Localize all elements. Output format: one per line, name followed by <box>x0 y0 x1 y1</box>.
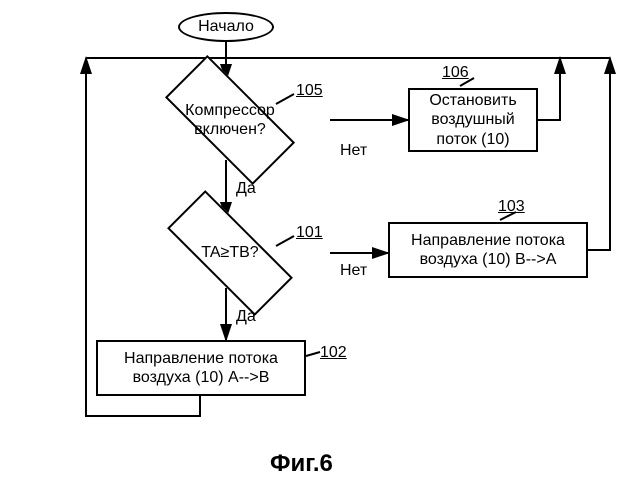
process-102-label: Направление потокавоздуха (10) A-->B <box>124 349 278 387</box>
process-103: Направление потокавоздуха (10) B-->A <box>388 222 588 278</box>
process-106-label: Остановитьвоздушныйпоток (10) <box>429 91 516 149</box>
decision-101-label: TA≥TB? <box>201 243 258 262</box>
edge-label-yes-105: Да <box>236 180 256 198</box>
edge-label-no-105: Нет <box>340 142 367 160</box>
ref-102: 102 <box>320 344 347 362</box>
ref-105: 105 <box>296 82 323 100</box>
ref-101: 101 <box>296 224 323 242</box>
start-node: Начало <box>178 12 274 42</box>
edge-label-no-101: Нет <box>340 262 367 280</box>
process-102: Направление потокавоздуха (10) A-->B <box>96 340 306 396</box>
edge-label-yes-101: Да <box>236 308 256 326</box>
decision-105-label: Компрессорвключен? <box>185 101 275 139</box>
process-106: Остановитьвоздушныйпоток (10) <box>408 88 538 152</box>
ref-106: 106 <box>442 64 469 82</box>
process-103-label: Направление потокавоздуха (10) B-->A <box>411 231 565 269</box>
figure-caption: Фиг.6 <box>270 450 333 478</box>
ref-103: 103 <box>498 198 525 216</box>
flowchart-canvas: Начало Компрессорвключен? TA≥TB? Останов… <box>0 0 636 500</box>
start-label: Начало <box>198 17 254 36</box>
